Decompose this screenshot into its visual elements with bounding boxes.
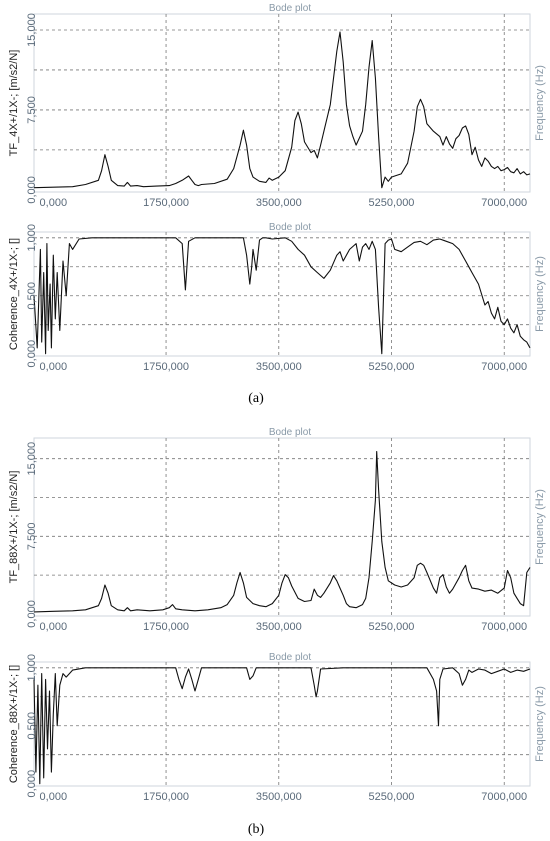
y-axis-label: Coherence_4X+/1X-; []: [8, 238, 20, 350]
x-tick-label: 0,000: [40, 361, 68, 373]
grid: [34, 438, 530, 616]
frequency-label: Frequency (Hz): [534, 489, 546, 565]
y-tick-label: 0,500: [26, 712, 38, 740]
x-tick-label: 3500,000: [256, 361, 302, 373]
chart-title: Bode plot: [269, 427, 311, 438]
y-tick-label: 1,000: [26, 224, 38, 252]
panel-coherence-b: Bode plot 0,000 1750,000 3500,000 5250,000 7…: [8, 652, 546, 803]
x-tick-labels: 0,000 1750,000 3500,000 5250,000 7000,000: [40, 791, 528, 803]
x-tick-label: 3500,000: [256, 197, 302, 209]
x-tick-labels: 0,000 1750,000 3500,000 5250,000 7000,000: [40, 361, 528, 373]
plot-frame: [33, 437, 531, 617]
y-tick-label: 0,500: [26, 282, 38, 310]
y-axis-label: Coherence_88X+/1X-; []: [8, 665, 20, 783]
series-line: [33, 237, 531, 355]
frequency-label: Frequency (Hz): [534, 686, 546, 762]
series-line: [33, 31, 531, 189]
x-tick-label: 0,000: [40, 791, 68, 803]
x-tick-label: 3500,000: [256, 621, 302, 633]
x-tick-labels: 0,000 1750,000 3500,000 5250,000 7000,000: [40, 197, 528, 209]
x-tick-label: 5250,000: [369, 621, 415, 633]
x-tick-label: 1750,000: [143, 621, 189, 633]
series-line: [33, 667, 531, 785]
x-tick-label: 0,000: [40, 621, 68, 633]
chart-title: Bode plot: [269, 3, 311, 14]
frequency-label: Frequency (Hz): [534, 65, 546, 141]
y-tick-label: 0,000: [26, 176, 38, 204]
x-tick-label: 5250,000: [369, 197, 415, 209]
x-tick-label: 0,000: [40, 197, 68, 209]
x-tick-label: 7000,000: [481, 197, 527, 209]
x-tick-labels: 0,000 1750,000 3500,000 5250,000 7000,000: [40, 621, 528, 633]
y-tick-labels: 0,000 7,500 15,000: [26, 442, 38, 628]
series-line: [33, 450, 531, 613]
x-tick-label: 7000,000: [481, 621, 527, 633]
grid: [34, 14, 530, 192]
y-tick-label: 15,000: [26, 442, 38, 476]
frequency-label: Frequency (Hz): [534, 256, 546, 332]
x-tick-label: 5250,000: [369, 361, 415, 373]
y-tick-labels: 0,000 7,500 15,000: [26, 13, 38, 203]
panel-tf-a: Bode plot 0,000 1750,000 3500,000 5250,000 7…: [8, 3, 546, 209]
y-tick-labels: 0,000 0,500 1,000: [26, 224, 38, 367]
chart-title: Bode plot: [269, 222, 311, 233]
y-tick-label: 0,000: [26, 770, 38, 798]
y-axis-label: TF_88X+/1X-; [m/s2/N]: [8, 471, 20, 584]
chart-title: Bode plot: [269, 652, 311, 663]
plot-frame: [33, 13, 531, 193]
y-tick-label: 0,000: [26, 600, 38, 628]
y-tick-label: 1,000: [26, 654, 38, 682]
y-tick-labels: 0,000 0,500 1,000: [26, 654, 38, 797]
y-tick-label: 7,500: [26, 523, 38, 551]
x-tick-label: 1750,000: [143, 361, 189, 373]
caption-b: (b): [248, 822, 265, 837]
grid: [34, 662, 530, 786]
x-tick-label: 7000,000: [481, 361, 527, 373]
plot-frame: [33, 661, 531, 787]
y-tick-label: 7,500: [26, 96, 38, 124]
y-tick-label: 0,000: [26, 340, 38, 368]
x-tick-label: 1750,000: [143, 791, 189, 803]
x-tick-label: 3500,000: [256, 791, 302, 803]
caption-a: (a): [248, 391, 264, 406]
grid: [34, 232, 530, 356]
y-tick-label: 15,000: [26, 13, 38, 47]
plot-frame: [33, 231, 531, 357]
y-axis-label: TF_4X+/1X-; [m/s2/N]: [8, 50, 20, 157]
panel-coherence-a: Bode plot 0,000 1750,000 3500,000 5250,000 7…: [8, 222, 546, 373]
x-tick-label: 5250,000: [369, 791, 415, 803]
x-tick-label: 1750,000: [143, 197, 189, 209]
x-tick-label: 7000,000: [481, 791, 527, 803]
panel-tf-b: Bode plot 0,000 1750,000 3500,000 5250,000 7…: [8, 427, 546, 633]
